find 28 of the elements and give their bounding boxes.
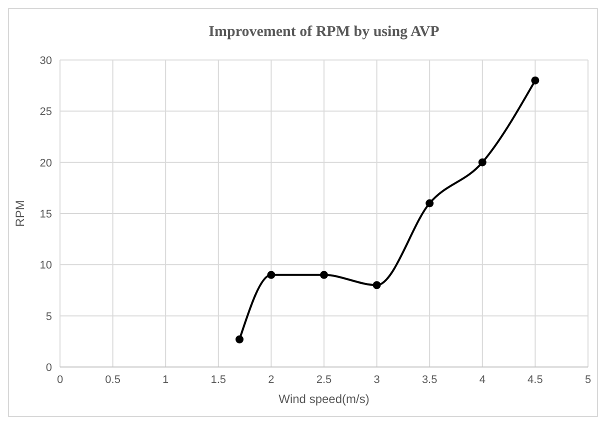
x-tick-label: 3.5 — [422, 374, 438, 386]
point — [372, 281, 381, 290]
x-tick-label: 4.5 — [528, 374, 543, 386]
chart-title: Improvement of RPM by using AVP — [208, 24, 440, 40]
x-tick-label: 2 — [268, 374, 274, 386]
point — [320, 270, 328, 279]
y-tick-label: 20 — [40, 157, 52, 170]
y-tick-label: 5 — [46, 310, 52, 323]
point — [267, 270, 276, 279]
x-tick-label: 0 — [56, 374, 64, 386]
y-tick-label: 0 — [46, 362, 52, 374]
y-axis-title: RPM — [13, 200, 27, 227]
x-tick-label: 5 — [584, 374, 592, 386]
point — [531, 76, 540, 84]
x-tick-label: 0.5 — [105, 374, 120, 386]
y-tick-label: 10 — [40, 260, 52, 272]
x-tick-label: 4 — [479, 374, 486, 386]
x-tick-label: 1.5 — [210, 374, 226, 386]
x-tick-label: 1 — [162, 374, 169, 386]
point — [478, 158, 486, 166]
x-axis-title: Wind speed(m/s) — [278, 392, 370, 406]
y-tick-label: 25 — [40, 106, 52, 118]
y-tick-label: 15 — [40, 208, 52, 220]
point — [236, 335, 244, 344]
x-tick-label: 3 — [374, 374, 380, 386]
y-tick-label: 30 — [40, 55, 52, 67]
x-tick-label: 2.5 — [316, 374, 332, 386]
point — [426, 199, 434, 208]
